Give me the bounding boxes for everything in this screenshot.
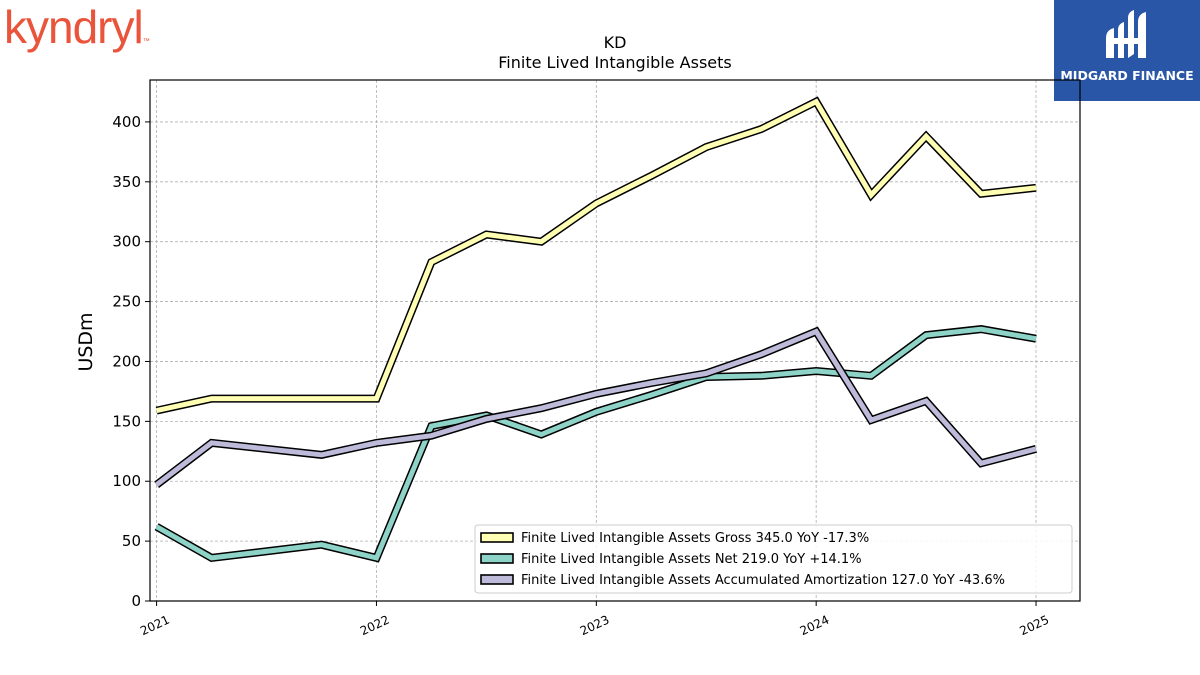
legend-label: Finite Lived Intangible Assets Net 219.0… bbox=[521, 552, 862, 567]
legend-label: Finite Lived Intangible Assets Accumulat… bbox=[521, 573, 1005, 588]
x-tick-label: 2022 bbox=[358, 613, 392, 639]
y-tick-label: 300 bbox=[112, 233, 141, 251]
x-tick-label: 2025 bbox=[1018, 613, 1052, 639]
y-axis-label: USDm bbox=[75, 312, 97, 371]
legend-label: Finite Lived Intangible Assets Gross 345… bbox=[521, 531, 869, 546]
badge-text: MIDGARD FINANCE bbox=[1060, 68, 1194, 83]
x-tick-label: 2023 bbox=[578, 613, 612, 639]
legend-swatch bbox=[480, 574, 514, 585]
series-line-outline bbox=[154, 325, 1037, 563]
legend-box bbox=[474, 524, 1073, 594]
midgard-finance-badge: MIDGARD FINANCE bbox=[1054, 0, 1200, 101]
series-line-2 bbox=[154, 325, 1037, 563]
legend-swatch bbox=[480, 553, 514, 564]
midgard-logo-icon bbox=[1054, 0, 1200, 101]
series-line-stroke bbox=[156, 98, 1037, 414]
y-tick-label: 0 bbox=[131, 592, 141, 610]
y-tick-label: 50 bbox=[122, 532, 141, 550]
legend-swatch bbox=[480, 532, 514, 543]
chart-subtitle: Finite Lived Intangible Assets bbox=[498, 53, 731, 72]
y-tick-label: 250 bbox=[112, 293, 141, 311]
series-line-1 bbox=[155, 96, 1037, 415]
y-tick-label: 150 bbox=[112, 412, 141, 430]
plot-frame bbox=[149, 79, 1081, 602]
x-tick-label: 2024 bbox=[798, 613, 832, 639]
x-tick-label: 2021 bbox=[138, 613, 172, 639]
kyndryl-tm: ™ bbox=[142, 38, 150, 45]
y-tick-label: 200 bbox=[112, 352, 141, 370]
y-tick-label: 400 bbox=[112, 113, 141, 131]
legend: Finite Lived Intangible Assets Gross 345… bbox=[474, 524, 1073, 594]
kyndryl-logo: kyndryl™ bbox=[4, 0, 150, 54]
series-line-stroke bbox=[155, 328, 1037, 487]
chart-title: KD bbox=[604, 33, 627, 52]
series-line-stroke bbox=[155, 326, 1037, 561]
y-tick-label: 100 bbox=[112, 472, 141, 490]
kyndryl-logo-text: kyndryl bbox=[4, 1, 144, 53]
series-line-3 bbox=[154, 326, 1038, 488]
y-tick-label: 350 bbox=[112, 173, 141, 191]
